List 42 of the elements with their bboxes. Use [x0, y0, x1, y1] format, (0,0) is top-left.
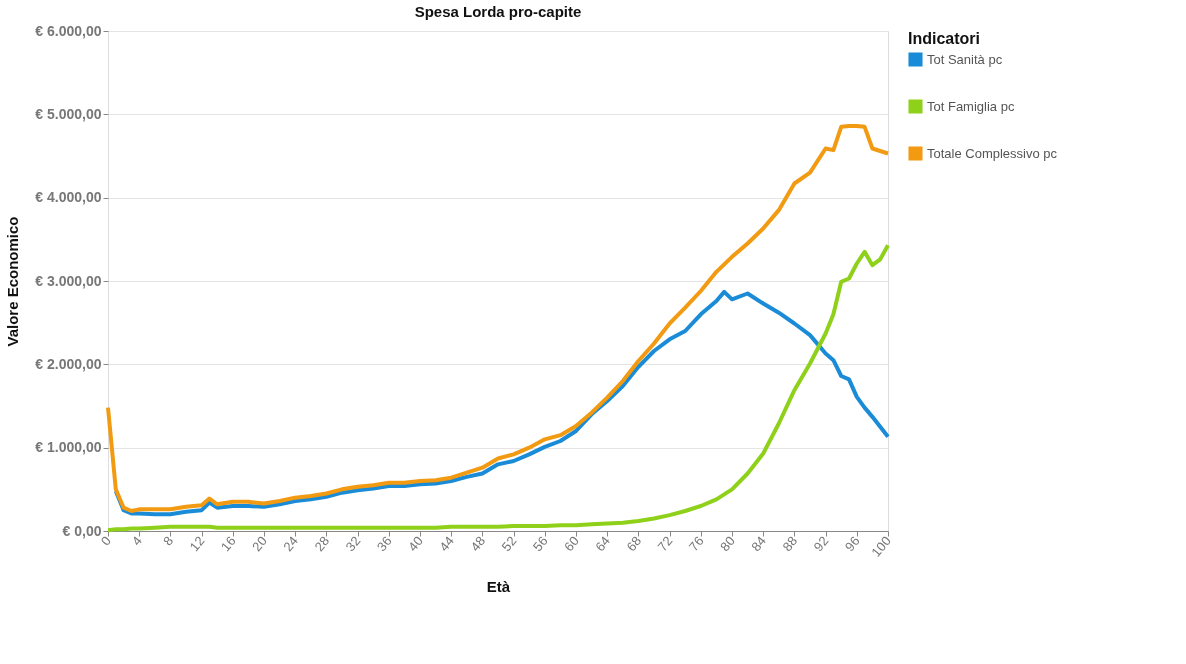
chart-title: Spesa Lorda pro-capite	[414, 3, 582, 20]
x-tick-label: 28	[311, 533, 333, 555]
x-tick-label: 32	[342, 533, 364, 555]
x-tick-label: 56	[529, 533, 551, 555]
y-tick-label: € 4.000,00	[35, 189, 102, 206]
x-tick-label: 80	[717, 533, 738, 555]
y-tick-label: € 1.000,00	[35, 439, 102, 456]
x-tick-label: 20	[249, 533, 270, 555]
x-tick-label: 36	[373, 533, 395, 555]
x-tick-label: 24	[280, 533, 302, 555]
x-tick-label: 8	[160, 533, 177, 549]
x-tick-label: 76	[685, 533, 707, 555]
x-tick-label: 72	[654, 533, 676, 555]
legend-label: Tot Famiglia pc	[927, 98, 1015, 114]
x-tick-label: 100	[868, 533, 894, 560]
legend-label: Tot Sanità pc	[927, 51, 1003, 67]
y-tick-label: € 6.000,00	[35, 22, 102, 39]
x-tick-label: 12	[186, 533, 208, 555]
y-tick-label: € 2.000,00	[35, 355, 102, 372]
x-tick-label: 40	[405, 533, 426, 555]
x-tick-label: 16	[217, 533, 239, 555]
x-tick-label: 84	[748, 533, 770, 555]
x-tick-label: 44	[436, 533, 458, 555]
y-tick-label: € 5.000,00	[35, 105, 102, 122]
x-tick-label: 92	[810, 533, 832, 555]
line-series	[113, 289, 890, 517]
line-series	[106, 124, 890, 513]
legend-label: Totale Complessivo pc	[927, 145, 1058, 161]
y-tick-label: € 3.000,00	[35, 272, 102, 289]
y-tick-label: € 0,00	[62, 522, 102, 539]
x-tick-label: 68	[623, 533, 645, 555]
legend-title: Indicatori	[908, 30, 981, 47]
x-axis-title: Età	[486, 577, 511, 595]
x-tick-label: 88	[779, 533, 801, 555]
x-tick-label: 96	[841, 533, 863, 555]
line-series	[106, 243, 890, 533]
y-axis-title: Valore Economico	[4, 216, 22, 347]
x-tick-label: 64	[592, 533, 614, 555]
x-tick-label: 4	[128, 533, 146, 549]
x-tick-label: 60	[561, 533, 582, 555]
x-tick-label: 52	[498, 533, 520, 555]
x-tick-label: 48	[467, 533, 489, 555]
